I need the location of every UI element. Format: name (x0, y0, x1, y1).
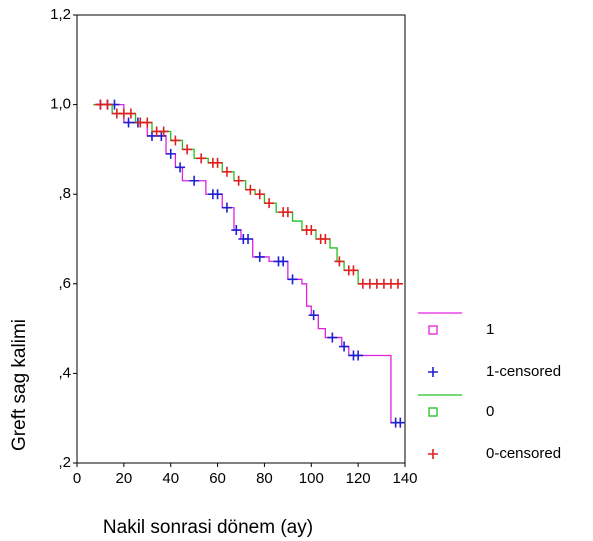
censor-mark (254, 251, 265, 262)
y-tick-label: 1,2 (50, 6, 71, 23)
survival-curve (93, 103, 401, 424)
censor-mark (189, 175, 200, 186)
censor-mark (339, 341, 350, 352)
censor-mark (245, 184, 256, 195)
censor-mark (170, 135, 181, 146)
censor-mark (221, 202, 232, 213)
y-tick-label: ,4 (58, 364, 71, 381)
y-axis-label: Greft sag kalimi (9, 319, 30, 451)
legend-swatch (428, 407, 438, 417)
legend-swatch (428, 367, 438, 377)
censor-mark (221, 166, 232, 177)
censor-mark (231, 225, 242, 236)
y-tick-label: ,2 (58, 454, 71, 471)
censor-mark (308, 310, 319, 321)
censor-mark (175, 162, 186, 173)
x-tick-label: 40 (162, 470, 179, 487)
x-tick-label: 120 (346, 470, 371, 487)
censor-mark (353, 350, 364, 361)
censor-mark (395, 417, 406, 428)
plot-frame (76, 14, 406, 464)
x-tick-label: 80 (256, 470, 273, 487)
censor-mark (278, 256, 289, 267)
censor-mark (156, 130, 167, 141)
y-tick-label: 1,0 (50, 96, 71, 113)
censor-mark (146, 130, 157, 141)
censor-mark (320, 234, 331, 244)
censor-mark (212, 189, 223, 200)
legend-label: 1 (486, 321, 494, 338)
censor-mark (254, 189, 265, 200)
y-tick-label: ,6 (58, 275, 71, 292)
censor-mark (123, 117, 134, 128)
x-tick-label: 0 (73, 470, 81, 487)
censor-mark (233, 175, 244, 186)
censor-mark (102, 99, 113, 110)
censor-mark (243, 234, 254, 244)
censor-mark (392, 278, 403, 289)
censor-mark (348, 265, 359, 276)
censor-mark (334, 256, 345, 267)
legend-label: 0 (486, 403, 494, 420)
censor-mark (287, 274, 298, 285)
censor-mark (182, 144, 193, 155)
censor-mark (158, 126, 169, 137)
censor-mark (125, 108, 136, 119)
survival-curve (93, 103, 401, 285)
censor-mark (327, 332, 338, 343)
y-tick-label: ,8 (58, 185, 71, 202)
censor-mark (212, 157, 223, 168)
legend-label: 0-censored (486, 445, 561, 462)
censor-mark (165, 148, 176, 159)
censor-mark (142, 117, 153, 128)
x-tick-label: 140 (392, 470, 417, 487)
legend-swatch (428, 325, 438, 335)
censor-mark (196, 153, 207, 164)
censor-mark (306, 225, 317, 236)
x-tick-label: 60 (209, 470, 226, 487)
x-tick-label: 20 (116, 470, 133, 487)
legend-label: 1-censored (486, 363, 561, 380)
censor-mark (264, 198, 275, 209)
x-axis-label: Nakil sonrasi dönem (ay) (103, 517, 313, 538)
x-tick-label: 100 (299, 470, 324, 487)
legend-swatch (428, 449, 438, 459)
censor-mark (282, 207, 293, 218)
